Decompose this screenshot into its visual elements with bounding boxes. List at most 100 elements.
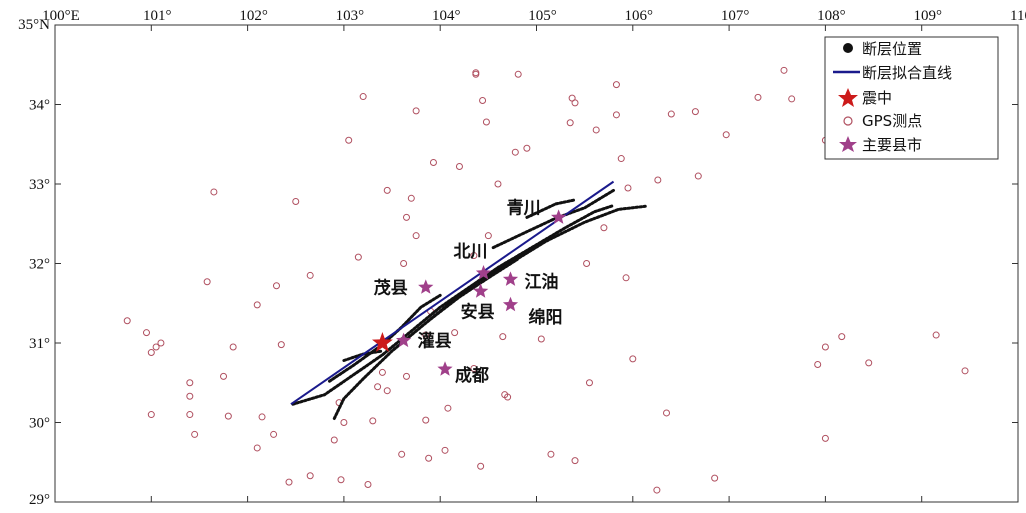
gps-point xyxy=(865,359,873,367)
gps-point xyxy=(821,343,829,351)
gps-point xyxy=(186,392,194,400)
gps-point xyxy=(499,333,507,341)
fault-trace xyxy=(332,204,647,420)
city-label: 茂县 xyxy=(374,277,408,298)
gps-point xyxy=(229,343,237,351)
y-tick-label: 35°N xyxy=(18,17,50,33)
city-label: 灌县 xyxy=(418,332,452,352)
gps-point xyxy=(663,409,671,417)
x-tick-label: 100°E xyxy=(42,8,80,24)
gps-point xyxy=(780,66,788,74)
gps-point xyxy=(337,476,345,484)
y-tick-label: 34° xyxy=(29,98,50,114)
gps-point xyxy=(258,413,266,421)
gps-point xyxy=(272,282,280,290)
gps-point xyxy=(142,329,150,337)
epicenter-layer xyxy=(372,332,393,352)
gps-point xyxy=(191,430,199,438)
county-marker xyxy=(396,332,412,348)
gps-point xyxy=(514,70,522,78)
gps-point xyxy=(477,462,485,470)
epicenter-marker-icon xyxy=(838,88,858,107)
y-tick-label: 30° xyxy=(29,416,50,432)
county-marker xyxy=(502,271,519,286)
gps-point xyxy=(369,417,377,425)
gps-point xyxy=(383,186,391,194)
gps-point xyxy=(711,474,719,482)
gps-point xyxy=(653,486,661,494)
fault-trace xyxy=(525,198,577,219)
city-label: 成都 xyxy=(455,365,489,386)
county-marker xyxy=(475,265,492,280)
gps-point xyxy=(441,446,449,454)
gps-point xyxy=(691,108,699,116)
gps-point xyxy=(814,360,822,368)
y-tick-label: 31° xyxy=(29,336,50,352)
gps-point xyxy=(354,253,362,261)
gps-point xyxy=(203,278,211,286)
gps-point xyxy=(451,329,459,337)
gps-point xyxy=(398,450,406,458)
x-tick-label: 108° xyxy=(817,8,846,24)
gps-point xyxy=(583,260,591,267)
gps-point xyxy=(654,176,662,184)
gps-point xyxy=(494,180,502,188)
legend-fault: 断层位置 xyxy=(862,40,922,58)
gps-point xyxy=(147,411,155,419)
gps-point xyxy=(359,93,367,101)
legend-epicenter: 震中 xyxy=(862,89,892,107)
gps-point xyxy=(479,97,487,105)
gps-point xyxy=(374,383,382,391)
gps-point xyxy=(537,335,545,343)
county-marker-icon xyxy=(839,136,857,152)
city-label: 江油 xyxy=(524,271,558,292)
gps-point xyxy=(425,454,433,462)
gps-point xyxy=(571,457,579,465)
county-marker xyxy=(418,279,434,294)
gps-point xyxy=(455,163,463,171)
gps-point xyxy=(523,144,531,152)
gps-point xyxy=(186,379,194,387)
gps-point xyxy=(330,436,338,444)
county-marker xyxy=(551,209,567,224)
gps-point xyxy=(484,232,492,240)
fault-trace xyxy=(291,204,615,406)
epicenter-marker xyxy=(372,332,393,352)
gps-point xyxy=(722,131,730,139)
fault-trace xyxy=(429,258,519,321)
gps-point xyxy=(511,148,519,156)
x-tick-label: 109° xyxy=(913,8,942,24)
gps-point xyxy=(429,159,437,167)
gps-point xyxy=(754,93,762,101)
x-tick-label: 103° xyxy=(336,8,365,24)
gps-point xyxy=(123,317,131,325)
x-tick-label: 110° xyxy=(1010,8,1026,24)
gps-point xyxy=(472,69,480,77)
gps-point xyxy=(585,379,593,387)
fault-trace xyxy=(328,293,442,383)
gps-point xyxy=(253,301,261,309)
gps-point xyxy=(270,430,278,438)
gps-point xyxy=(186,411,194,419)
gps-point xyxy=(961,367,969,375)
axis-layer: 100°E 101° 102° 103° 104° 105° 106° 107° 108° 109… xyxy=(18,8,1026,508)
gps-point xyxy=(285,478,293,486)
legend-gps: GPS测点 xyxy=(862,112,922,130)
gps-point xyxy=(612,81,620,89)
gps-point xyxy=(667,110,675,118)
gps-marker-icon xyxy=(843,116,853,126)
gps-point xyxy=(470,252,478,260)
gps-point xyxy=(277,341,285,349)
fault-layer xyxy=(291,188,647,420)
gps-point xyxy=(306,472,314,480)
gps-point xyxy=(470,364,478,372)
gps-point xyxy=(482,118,490,126)
x-tick-label: 102° xyxy=(239,8,268,24)
gps-point xyxy=(292,197,300,205)
gps-point xyxy=(306,271,314,279)
gps-point xyxy=(622,274,630,282)
legend-county: 主要县市 xyxy=(862,136,922,154)
gps-point xyxy=(412,107,420,115)
gps-point xyxy=(821,434,829,442)
